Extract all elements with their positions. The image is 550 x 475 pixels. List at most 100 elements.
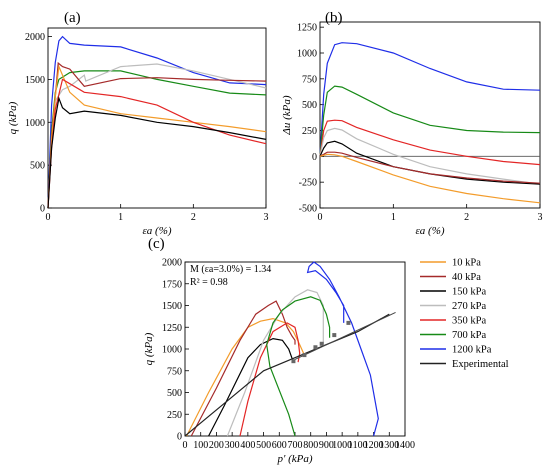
panel-c-ytick-label: 250 [167, 410, 182, 421]
panel-a-series-1200-kpa [47, 35, 267, 209]
panel-b-ytick-label: 1000 [297, 49, 317, 60]
panel-b-ytick-label: 0 [312, 152, 317, 163]
panel-c-ytick-label: 0 [177, 432, 182, 443]
panel-c-series-40-kpa [190, 300, 296, 437]
panel-label-a: (a) [64, 10, 81, 26]
panel-b-ytick-label: 1250 [297, 23, 317, 34]
panel-b-series-1200-kpa [319, 42, 541, 157]
panel-a-ytick-label: 1000 [25, 118, 45, 129]
panel-b-series-40-kpa [319, 151, 541, 184]
panel-c-end-point-marker [346, 320, 351, 325]
panel-a-ytick-label: 0 [40, 204, 45, 215]
panel-c-series-700-kpa [266, 296, 331, 437]
panel-b-series-350-kpa [319, 119, 541, 166]
panel-a-xtick-label: 1 [118, 212, 123, 223]
panel-b-ytick-label: -500 [299, 204, 317, 215]
panel-b-ytick-label: 250 [302, 126, 317, 137]
panel-b-frame [319, 21, 541, 209]
panel-c-xtick-label: 1300 [379, 440, 399, 451]
panel-c-series-10-kpa [186, 317, 305, 437]
panel-c-xtick-label: 600 [272, 440, 287, 451]
annotation-r2: R² = 0.98 [190, 277, 228, 288]
panel-b-xtick-label: 3 [538, 212, 543, 223]
legend-label-1200-kpa: 1200 kPa [452, 345, 492, 356]
panel-a-ylabel: q (kPa) [7, 101, 19, 134]
legend: 10 kPa 40 kPa 150 kPa 270 kPa 350 kPa 700 kPa… [420, 258, 509, 370]
panel-c-series-270-kpa [226, 289, 324, 437]
panel-c-critical-state-line [294, 312, 396, 360]
panel-b-ytick-label: 750 [302, 74, 317, 85]
panel-c-xtick-label: 0 [183, 440, 188, 451]
panel-b-series-150-kpa [319, 140, 541, 185]
panel-b-series-270-kpa [319, 127, 541, 185]
panel-a-series-700-kpa [47, 70, 267, 209]
panel-c-xtick-label: 1400 [395, 440, 415, 451]
plot-c: 0 100 200 300 400 500 600 700 800 900100011001200… [143, 258, 415, 466]
panel-a-series-10-kpa [47, 64, 267, 209]
legend-label-350-kpa: 350 kPa [452, 316, 486, 327]
panel-c-ytick-label: 1750 [162, 279, 182, 290]
panel-c-series-1200-kpa [306, 261, 379, 437]
legend-label-150-kpa: 150 kPa [452, 287, 486, 298]
panel-c-series-150-kpa [208, 337, 294, 437]
panel-c-end-point-marker [291, 359, 296, 364]
panel-b-series-10-kpa [319, 153, 541, 204]
panel-c: (c) 0 100 200 300 400 500 600 700 800 90010001100… [143, 236, 509, 465]
legend-label-40-kpa: 40 kPa [452, 272, 481, 283]
legend-label-700-kpa: 700 kPa [452, 330, 486, 341]
legend-label-10-kpa: 10 kPa [452, 258, 481, 269]
panel-c-ytick-label: 500 [167, 388, 182, 399]
panel-a-ytick-label: 500 [30, 161, 45, 172]
panel-c-frame [184, 261, 406, 437]
panel-c-xtick-label: 800 [303, 440, 318, 451]
panel-a-xtick-label: 0 [46, 212, 51, 223]
panel-c-ytick-label: 1250 [162, 323, 182, 334]
panel-a-xtick-label: 3 [264, 212, 269, 223]
panel-c-series-350-kpa [239, 322, 301, 437]
panel-c-xtick-label: 1000 [332, 440, 352, 451]
panel-c-end-point-marker [319, 341, 324, 346]
panel-c-xtick-label: 1100 [348, 440, 368, 451]
plot-a: 0 1 2 3 0 500 1000 1500 2000 εa (%) q (kPa) [7, 27, 269, 237]
panel-c-xlabel: p' (kPa) [276, 453, 312, 465]
plot-b: 0 1 2 3 -500 -250 0 250 500 750 1000 1250 εa (%) Δu (… [281, 21, 543, 237]
panel-b-xtick-label: 0 [318, 212, 323, 223]
panel-a-frame [47, 27, 267, 209]
panel-c-xtick-label: 900 [319, 440, 334, 451]
panel-b-ytick-label: 500 [302, 100, 317, 111]
panel-b: (b) 0 1 2 3 -500 -250 0 250 500 750 1000 1250 εa (%)… [281, 10, 543, 237]
legend-label-experimental: Experimental [452, 359, 509, 370]
panel-c-xtick-label: 400 [240, 440, 255, 451]
panel-b-xtick-label: 2 [464, 212, 469, 223]
panel-c-xtick-label: 700 [288, 440, 303, 451]
panel-b-ylabel: Δu (kPa) [281, 95, 293, 135]
panel-c-xtick-label: 100 [193, 440, 208, 451]
panel-c-ytick-label: 750 [167, 366, 182, 377]
panel-c-end-point-marker [313, 345, 318, 350]
panel-a-ytick-label: 2000 [25, 32, 45, 43]
panel-c-ytick-label: 1500 [162, 301, 182, 312]
panel-c-xtick-label: 200 [209, 440, 224, 451]
panel-c-ylabel: q (kPa) [143, 332, 155, 365]
panel-c-end-point-marker [302, 353, 307, 358]
panel-a: (a) 0 1 2 3 0 500 1000 1500 2000 εa (%) q (kPa) [7, 10, 269, 237]
annotation-slope: M (εa=3.0%) = 1.34 [190, 264, 271, 275]
panel-label-c: (c) [148, 236, 165, 252]
panel-a-series-150-kpa [47, 96, 267, 209]
panel-b-xlabel: εa (%) [415, 225, 444, 237]
panel-c-end-point-marker [332, 333, 337, 338]
panel-a-series-350-kpa [47, 78, 267, 209]
panel-a-ytick-label: 1500 [25, 75, 45, 86]
panel-b-ytick-label: -250 [299, 178, 317, 189]
panel-c-xtick-label: 1200 [364, 440, 384, 451]
legend-label-270-kpa: 270 kPa [452, 301, 486, 312]
panel-c-xtick-label: 300 [225, 440, 240, 451]
panel-c-xtick-label: 500 [256, 440, 271, 451]
panel-c-ytick-label: 2000 [162, 258, 182, 269]
panel-c-ytick-label: 1000 [162, 345, 182, 356]
panel-a-xtick-label: 2 [191, 212, 196, 223]
panel-a-xlabel: εa (%) [142, 225, 171, 237]
panel-b-series-700-kpa [319, 85, 541, 157]
panel-c-series-experimental [184, 313, 390, 437]
